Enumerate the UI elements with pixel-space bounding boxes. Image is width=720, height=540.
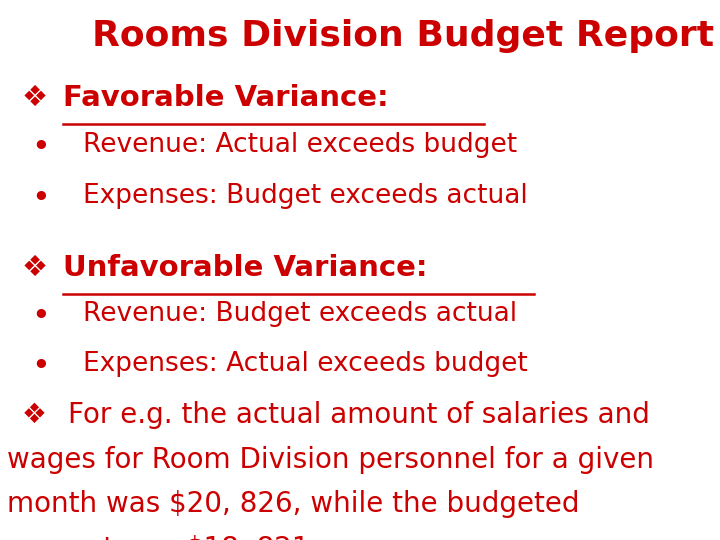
Text: ❖: ❖ — [22, 254, 48, 282]
Text: amount was $18, 821: amount was $18, 821 — [7, 535, 310, 540]
Text: Revenue: Actual exceeds budget: Revenue: Actual exceeds budget — [83, 132, 517, 158]
Text: Favorable Variance:: Favorable Variance: — [63, 84, 389, 112]
Text: month was $20, 826, while the budgeted: month was $20, 826, while the budgeted — [7, 490, 580, 518]
Text: •: • — [31, 132, 50, 163]
Text: Expenses: Budget exceeds actual: Expenses: Budget exceeds actual — [83, 183, 528, 208]
Text: wages for Room Division personnel for a given: wages for Room Division personnel for a … — [7, 446, 654, 474]
Text: •: • — [31, 183, 50, 213]
Text: •: • — [31, 351, 50, 382]
Text: ❖: ❖ — [22, 401, 47, 429]
Text: For e.g. the actual amount of salaries and: For e.g. the actual amount of salaries a… — [68, 401, 650, 429]
Text: Unfavorable Variance:: Unfavorable Variance: — [63, 254, 428, 282]
Text: Revenue: Budget exceeds actual: Revenue: Budget exceeds actual — [83, 301, 517, 327]
Text: ❖: ❖ — [22, 84, 48, 112]
Text: Rooms Division Budget Report: Rooms Division Budget Report — [92, 19, 714, 53]
Text: •: • — [31, 301, 50, 332]
Text: Expenses: Actual exceeds budget: Expenses: Actual exceeds budget — [83, 351, 528, 377]
